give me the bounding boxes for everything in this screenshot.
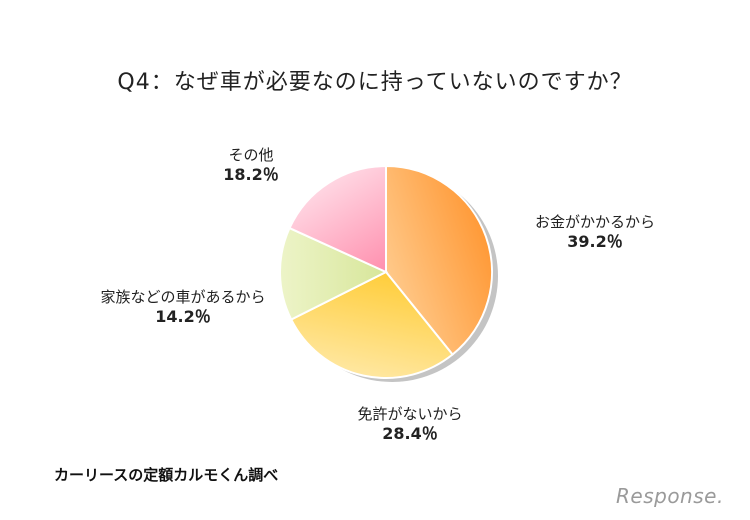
- pie-slice-0: [385, 164, 493, 356]
- slice-percent: 14.2％: [155, 307, 211, 326]
- slice-label-license: 免許がないから 28.4％: [330, 404, 490, 444]
- slice-percent: 18.2％: [223, 165, 279, 184]
- pie-slices: [279, 164, 493, 379]
- slice-name: 免許がないから: [357, 405, 463, 423]
- source-note: カーリースの定額カルモくん調べ: [54, 466, 279, 484]
- pie-slice-1: [289, 270, 454, 379]
- slice-name: その他: [228, 146, 274, 164]
- slice-label-other: その他 18.2％: [206, 145, 296, 185]
- slice-percent: 39.2％: [567, 232, 623, 251]
- slice-label-money: お金がかかるから 39.2％: [520, 212, 670, 252]
- slice-percent: 28.4％: [382, 424, 438, 443]
- pie-slice-3: [288, 164, 387, 274]
- slice-label-family: 家族などの車があるから 14.2％: [88, 287, 278, 327]
- slice-name: お金がかかるから: [534, 213, 655, 231]
- chart-title: Q4：なぜ車が必要なのに持っていないのですか？: [117, 70, 633, 95]
- pie-slice-2: [279, 226, 389, 321]
- slice-name: 家族などの車があるから: [100, 288, 266, 306]
- response-logo: Response.: [616, 484, 724, 508]
